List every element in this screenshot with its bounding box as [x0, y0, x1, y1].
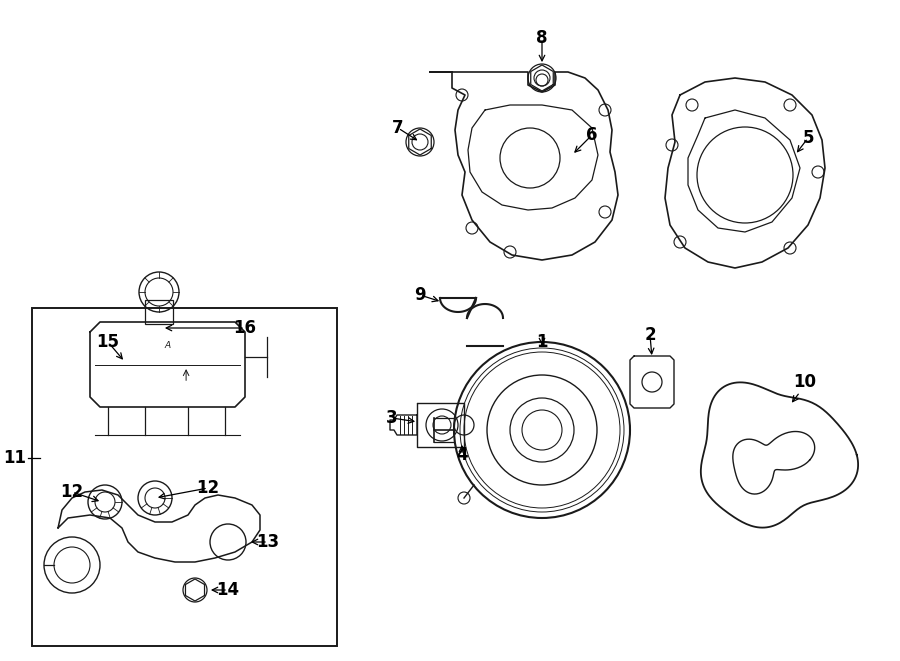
Text: A: A	[165, 341, 171, 350]
Text: 6: 6	[586, 126, 598, 144]
Text: 11: 11	[4, 449, 26, 467]
Text: 10: 10	[794, 373, 816, 391]
Text: 14: 14	[216, 581, 239, 599]
Text: 2: 2	[644, 326, 656, 344]
Text: 4: 4	[456, 446, 468, 464]
Text: 1: 1	[536, 333, 548, 351]
Text: 5: 5	[802, 129, 814, 147]
Text: 9: 9	[414, 286, 426, 304]
Text: 15: 15	[96, 333, 120, 351]
Text: 13: 13	[256, 533, 280, 551]
Text: 7: 7	[392, 119, 404, 137]
Text: 12: 12	[196, 479, 220, 497]
Text: 12: 12	[60, 483, 84, 501]
Text: 3: 3	[386, 409, 398, 427]
Bar	[32, 308, 337, 646]
Bar	[145, 300, 173, 324]
Text: 8: 8	[536, 29, 548, 47]
Text: 16: 16	[233, 319, 256, 337]
